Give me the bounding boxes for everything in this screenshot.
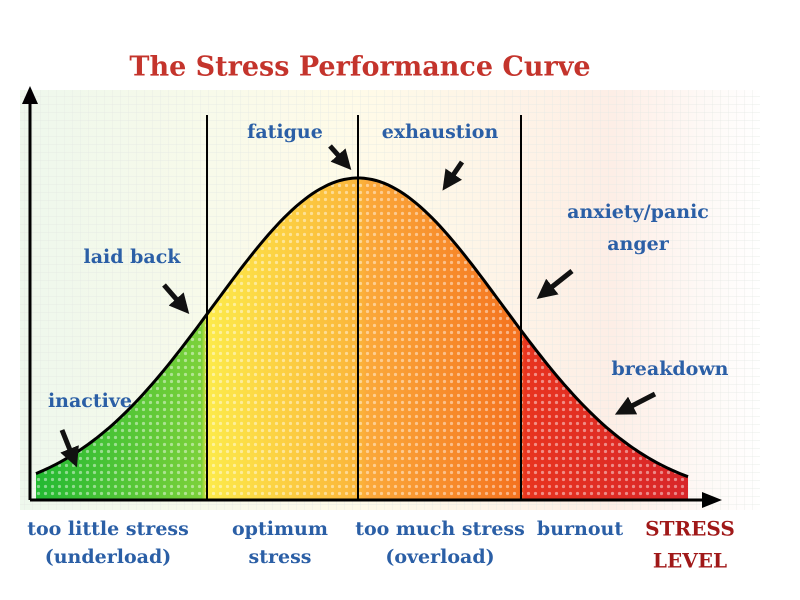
curve-label: anger: [607, 233, 669, 255]
curve-label: fatigue: [247, 121, 323, 143]
curve-label: inactive: [48, 390, 132, 412]
title: The Stress Performance Curve: [129, 52, 590, 83]
labels: inactive laid back fatigue exhaustion anxiet…: [27, 121, 735, 573]
axis-label: STRESS: [645, 517, 735, 541]
zone-label: (overload): [385, 546, 494, 568]
curve-label: anxiety/panic: [567, 201, 709, 223]
curve-label: exhaustion: [382, 121, 499, 143]
zone-label: burnout: [537, 518, 623, 540]
bell-curve: [35, 176, 689, 479]
zone-label: (underload): [45, 546, 171, 568]
zone-label: too little stress: [27, 518, 189, 540]
arrows: [59, 144, 657, 468]
curve-label: breakdown: [612, 358, 729, 380]
curve-label: laid back: [84, 246, 182, 268]
zone-label: optimum: [232, 518, 328, 540]
zone-dividers: [206, 115, 522, 500]
zone-label: stress: [249, 546, 312, 568]
axis-label: LEVEL: [653, 549, 727, 573]
zone-label: too much stress: [355, 518, 525, 540]
axes: [22, 86, 722, 508]
